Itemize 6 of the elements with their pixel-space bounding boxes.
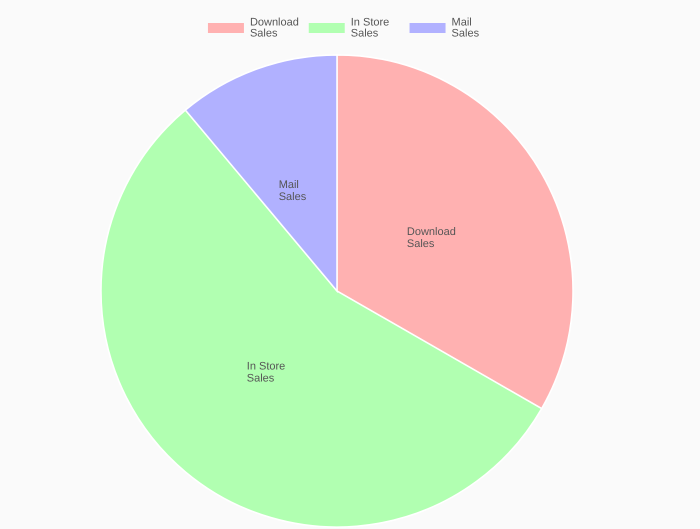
slice-label: In Store Sales	[246, 360, 286, 384]
slice-label: Download Sales	[406, 226, 456, 250]
slice-label: Mail Sales	[278, 179, 307, 204]
legend-label: Download Sales	[250, 16, 299, 40]
legend-label: In Store Sales	[350, 16, 390, 40]
legend-label: Mail Sales	[452, 16, 480, 40]
